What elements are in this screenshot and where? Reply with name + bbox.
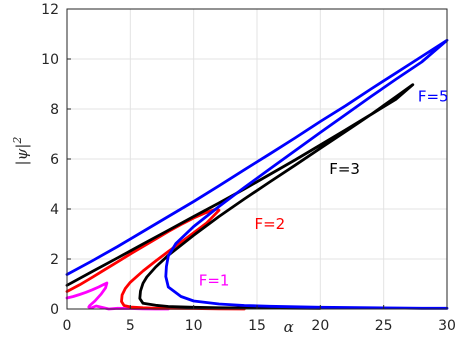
series-label: F=2	[254, 215, 285, 233]
y-tick-label: 10	[41, 52, 59, 68]
x-tick-label: 0	[63, 318, 72, 334]
series-line-f1	[65, 281, 170, 311]
series-label: F=1	[199, 271, 230, 289]
y-tick-label: 4	[50, 202, 59, 218]
y-tick-label: 8	[50, 102, 59, 118]
series-label: F=3	[329, 160, 360, 178]
x-tick-label: 5	[126, 318, 135, 334]
series-line-f3	[65, 83, 415, 310]
x-tick-label: 10	[185, 318, 203, 334]
x-tick-label: 25	[375, 318, 393, 334]
y-axis-label-exponent: 2	[11, 137, 24, 145]
y-tick-label: 0	[50, 302, 59, 318]
y-axis-label-base: |ψ|	[13, 144, 31, 166]
x-tick-label: 20	[311, 318, 329, 334]
y-tick-label: 2	[50, 252, 59, 268]
series-line-f2	[65, 207, 246, 311]
y-tick-label: 6	[50, 152, 59, 168]
y-tick-label: 12	[41, 2, 59, 18]
ticks: 0 5 10 15 20 25 30 0 2 4 6 8 10 12	[41, 2, 456, 334]
x-axis-label: α	[284, 318, 294, 336]
x-tick-label: 30	[438, 318, 456, 334]
series-label: F=5	[418, 88, 449, 106]
x-tick-label: 15	[248, 318, 266, 334]
series-line-f5	[65, 38, 449, 310]
annotations: F=1 F=2 F=3 F=5	[199, 88, 449, 290]
y-axis-label: |ψ|2	[11, 137, 32, 166]
series-group	[65, 38, 449, 311]
